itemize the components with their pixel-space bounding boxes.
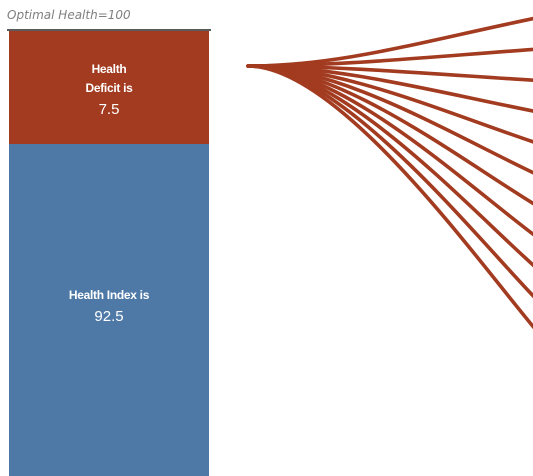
health-deficit-value: 7.5 (98, 101, 120, 118)
connector-curve (246, 64, 533, 330)
health-index-segment: Health Index is 92.5 (9, 144, 209, 476)
health-deficit-text: Health Deficit is 7.5 (9, 60, 209, 121)
health-index-value: 92.5 (94, 308, 124, 325)
health-deficit-label-line-1: Health (91, 62, 127, 76)
health-index-label: Health Index is (68, 288, 150, 302)
health-index-text: Health Index is 92.5 (9, 286, 209, 328)
chart-title: Optimal Health=100 (7, 8, 131, 22)
optimal-health-line (7, 29, 211, 31)
health-deficit-segment: Health Deficit is 7.5 (9, 31, 209, 144)
connector-curve (246, 64, 533, 268)
health-deficit-label-line-2: Deficit is (85, 81, 133, 95)
